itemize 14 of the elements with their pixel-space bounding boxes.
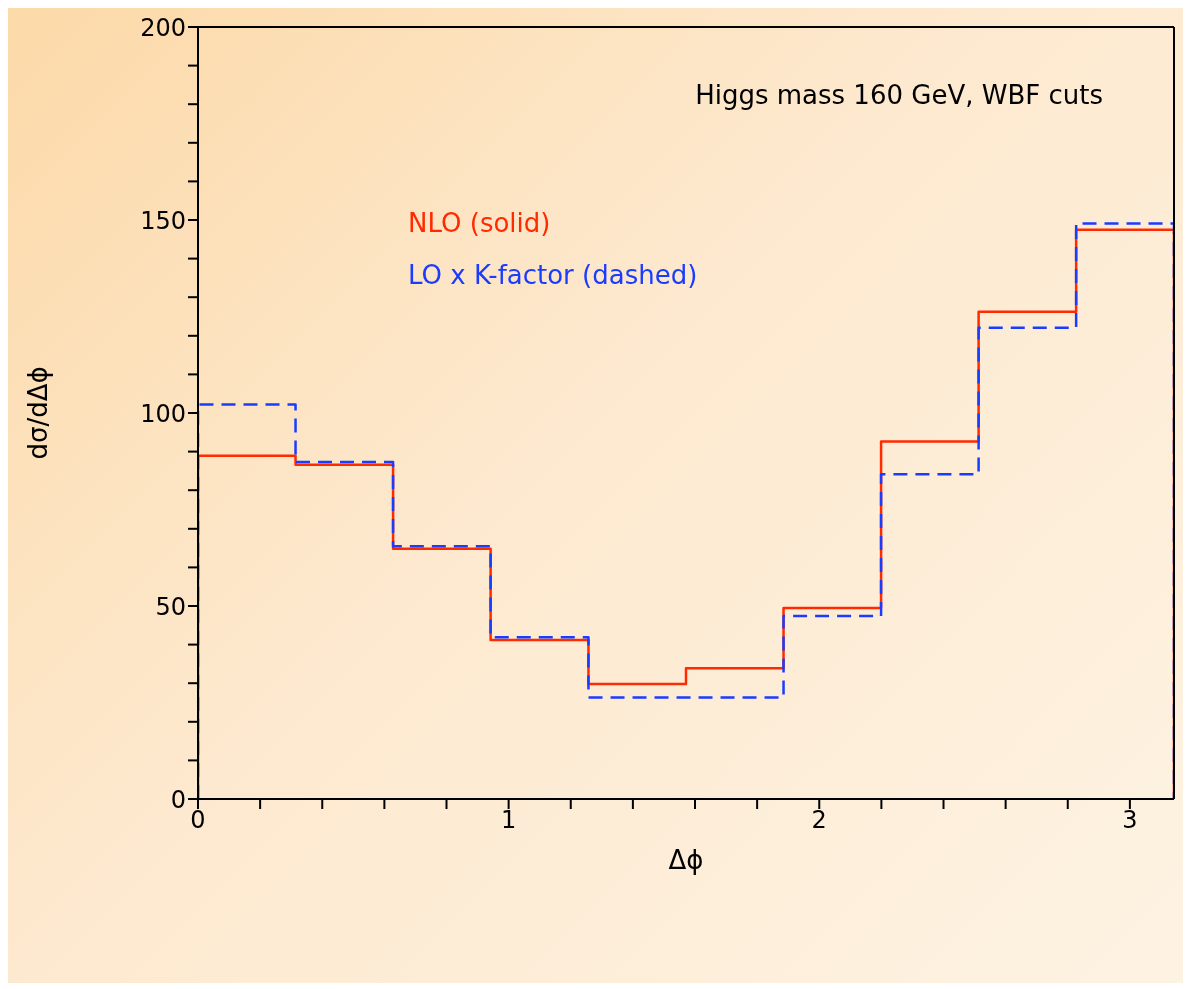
x-tick-label: 0: [190, 806, 206, 835]
text: NLO (solid): [408, 208, 552, 238]
y-axis-title: dσ/dΔϕ: [23, 366, 54, 460]
text: LO x K-factor (dashed): [408, 260, 698, 290]
annotation: Higgs mass 160 GeV, WBF cuts: [695, 80, 1103, 110]
y-tick-label: 50: [155, 592, 186, 621]
x-tick-label: 1: [500, 806, 517, 835]
y-tick-label: 200: [140, 13, 186, 42]
y-tick-label: 150: [140, 206, 186, 235]
x-tick-label: 2: [811, 806, 827, 835]
y-tick-label: 0: [170, 785, 186, 814]
y-tick-label: 100: [140, 399, 186, 428]
x-axis-title: Δϕ: [668, 845, 704, 875]
x-tick-label: 3: [1122, 806, 1138, 835]
